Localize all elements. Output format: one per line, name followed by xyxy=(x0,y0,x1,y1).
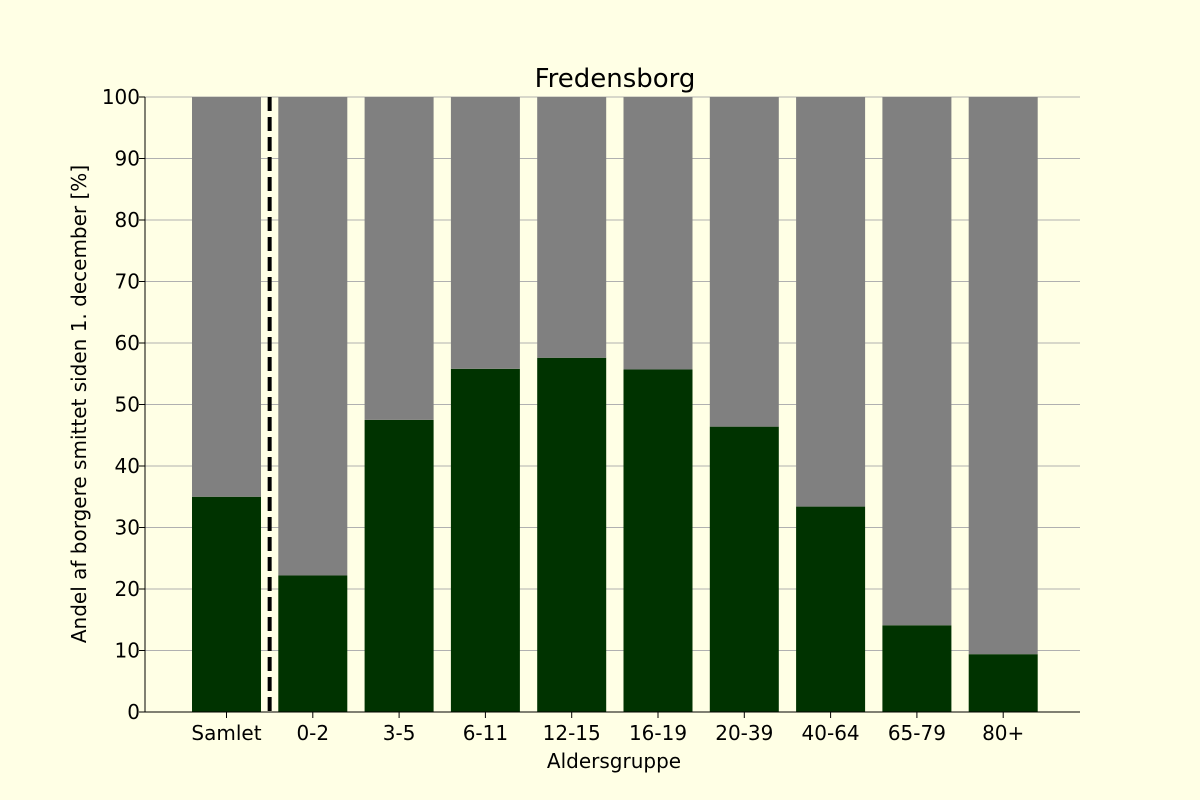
bar-ikke-smittet-16-19 xyxy=(624,97,693,369)
x-tick-label: 80+ xyxy=(982,721,1024,745)
x-tick-label: 0-2 xyxy=(296,721,329,745)
bar-ikke-smittet-Samlet xyxy=(192,97,261,497)
x-tick-label: 20-39 xyxy=(715,721,773,745)
bar-smittet-16-19 xyxy=(624,369,693,712)
x-tick-label: 6-11 xyxy=(463,721,508,745)
y-tick-label: 50 xyxy=(115,393,140,417)
bar-ikke-smittet-6-11 xyxy=(451,97,520,369)
bar-ikke-smittet-12-15 xyxy=(537,97,606,358)
y-tick-label: 20 xyxy=(115,577,140,601)
y-tick-label: 80 xyxy=(115,208,140,232)
y-tick-label: 90 xyxy=(115,147,140,171)
bar-smittet-80+ xyxy=(969,654,1038,712)
x-tick-label: 40-64 xyxy=(802,721,860,745)
x-tick-label: 3-5 xyxy=(383,721,416,745)
x-tick-label: 65-79 xyxy=(888,721,946,745)
y-tick-label: 0 xyxy=(127,700,140,724)
bar-ikke-smittet-0-2 xyxy=(278,97,347,575)
bar-smittet-Samlet xyxy=(192,497,261,712)
bar-ikke-smittet-20-39 xyxy=(710,97,779,427)
bar-ikke-smittet-3-5 xyxy=(365,97,434,420)
x-tick-label: Samlet xyxy=(191,721,261,745)
y-tick-label: 100 xyxy=(102,85,140,109)
y-tick-label: 40 xyxy=(115,454,140,478)
chart-title: Fredensborg xyxy=(535,64,696,94)
bar-smittet-40-64 xyxy=(796,507,865,712)
bar-smittet-6-11 xyxy=(451,369,520,712)
y-tick-label: 10 xyxy=(115,639,140,663)
y-tick-label: 60 xyxy=(115,331,140,355)
y-tick-label: 70 xyxy=(115,270,140,294)
bar-smittet-12-15 xyxy=(537,358,606,712)
bar-ikke-smittet-40-64 xyxy=(796,97,865,507)
bar-smittet-65-79 xyxy=(882,625,951,712)
x-axis-title: Aldersgruppe xyxy=(547,749,681,773)
bar-ikke-smittet-80+ xyxy=(969,97,1038,654)
y-axis-title: Andel af borgere smittet siden 1. decemb… xyxy=(67,165,91,643)
x-tick-label: 16-19 xyxy=(629,721,687,745)
bar-smittet-3-5 xyxy=(365,420,434,712)
bar-smittet-20-39 xyxy=(710,427,779,712)
y-tick-label: 30 xyxy=(115,516,140,540)
x-tick-label: 12-15 xyxy=(543,721,601,745)
bar-smittet-0-2 xyxy=(278,575,347,712)
bar-ikke-smittet-65-79 xyxy=(882,97,951,625)
